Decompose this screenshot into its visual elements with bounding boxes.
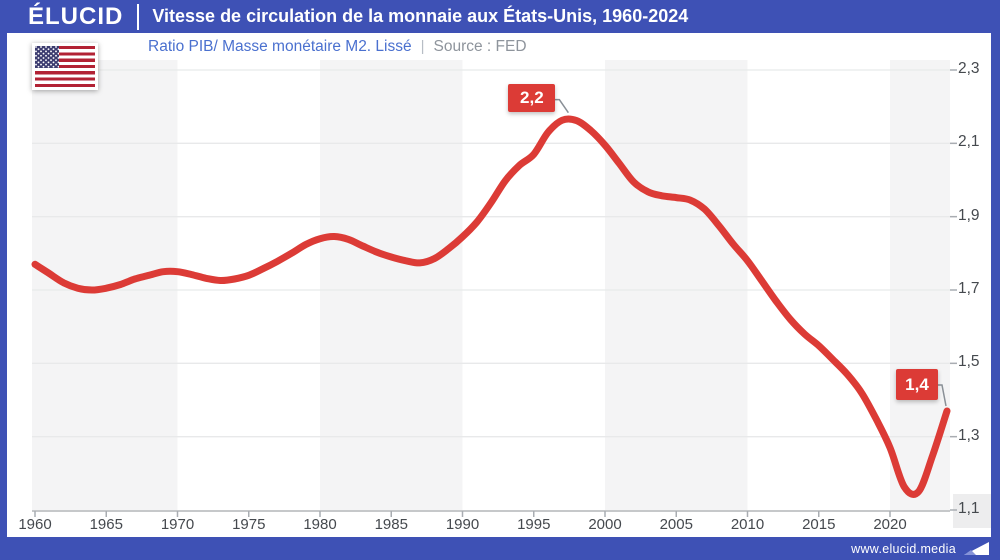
page-title: Vitesse de circulation de la monnaie aux… — [152, 6, 689, 26]
brand-logo[interactable]: ÉLUCID — [28, 2, 124, 30]
x-axis-label: 1995 — [517, 516, 551, 533]
y-axis-label: 2,1 — [958, 133, 980, 151]
x-axis-label: 1985 — [374, 516, 408, 533]
right-border-stripe — [991, 0, 1000, 560]
velocity-line-series — [31, 115, 951, 498]
y-axis-label: 2,3 — [958, 60, 980, 77]
x-axis-label: 2015 — [802, 516, 836, 533]
x-axis-label: 1965 — [89, 516, 123, 533]
annotation-peak-badge: 2,2 — [508, 83, 556, 112]
x-axis-label: 2000 — [588, 516, 622, 533]
x-axis-label: 1975 — [232, 516, 266, 533]
us-flag-canton — [35, 46, 59, 68]
axis-corner-box — [953, 494, 991, 528]
footer: www.elucid.media — [0, 537, 1000, 560]
chart-subtitle: Ratio PIB/ Masse monétaire M2. Lissé — [148, 37, 412, 55]
decade-band — [890, 60, 950, 511]
x-axis-label: 1960 — [18, 516, 52, 533]
elucid-arrow-icon — [964, 542, 989, 555]
header: ÉLUCID Vitesse de circulation de la monn… — [0, 0, 1000, 33]
decade-band — [320, 60, 463, 511]
left-border-stripe — [0, 0, 7, 560]
annotation-connector — [936, 384, 947, 407]
annotation-connector — [553, 98, 569, 114]
y-axis-label: 1,9 — [958, 206, 980, 224]
x-axis-label: 2005 — [659, 516, 693, 533]
x-axis-label: 1990 — [445, 516, 480, 533]
decade-band — [605, 60, 748, 511]
annotation-end-badge: 1,4 — [896, 369, 938, 400]
header-divider-icon — [137, 3, 140, 30]
y-axis-label: 1,5 — [958, 353, 980, 371]
x-axis-label: 1980 — [303, 516, 337, 533]
y-axis-label: 1,3 — [958, 426, 980, 444]
x-axis-label: 2020 — [873, 516, 907, 533]
x-axis-label: 1970 — [160, 516, 195, 533]
source-label: Source : FED — [433, 37, 527, 55]
subtitle-row: Ratio PIB/ Masse monétaire M2. Lissé | S… — [0, 33, 1000, 60]
y-axis-label: 1,1 — [958, 500, 980, 517]
us-flag-icon — [32, 43, 98, 90]
footer-url[interactable]: www.elucid.media — [851, 541, 956, 556]
x-axis-label: 2010 — [730, 516, 765, 533]
y-axis-label: 1,7 — [958, 280, 980, 297]
subtitle-separator: | — [420, 38, 425, 55]
